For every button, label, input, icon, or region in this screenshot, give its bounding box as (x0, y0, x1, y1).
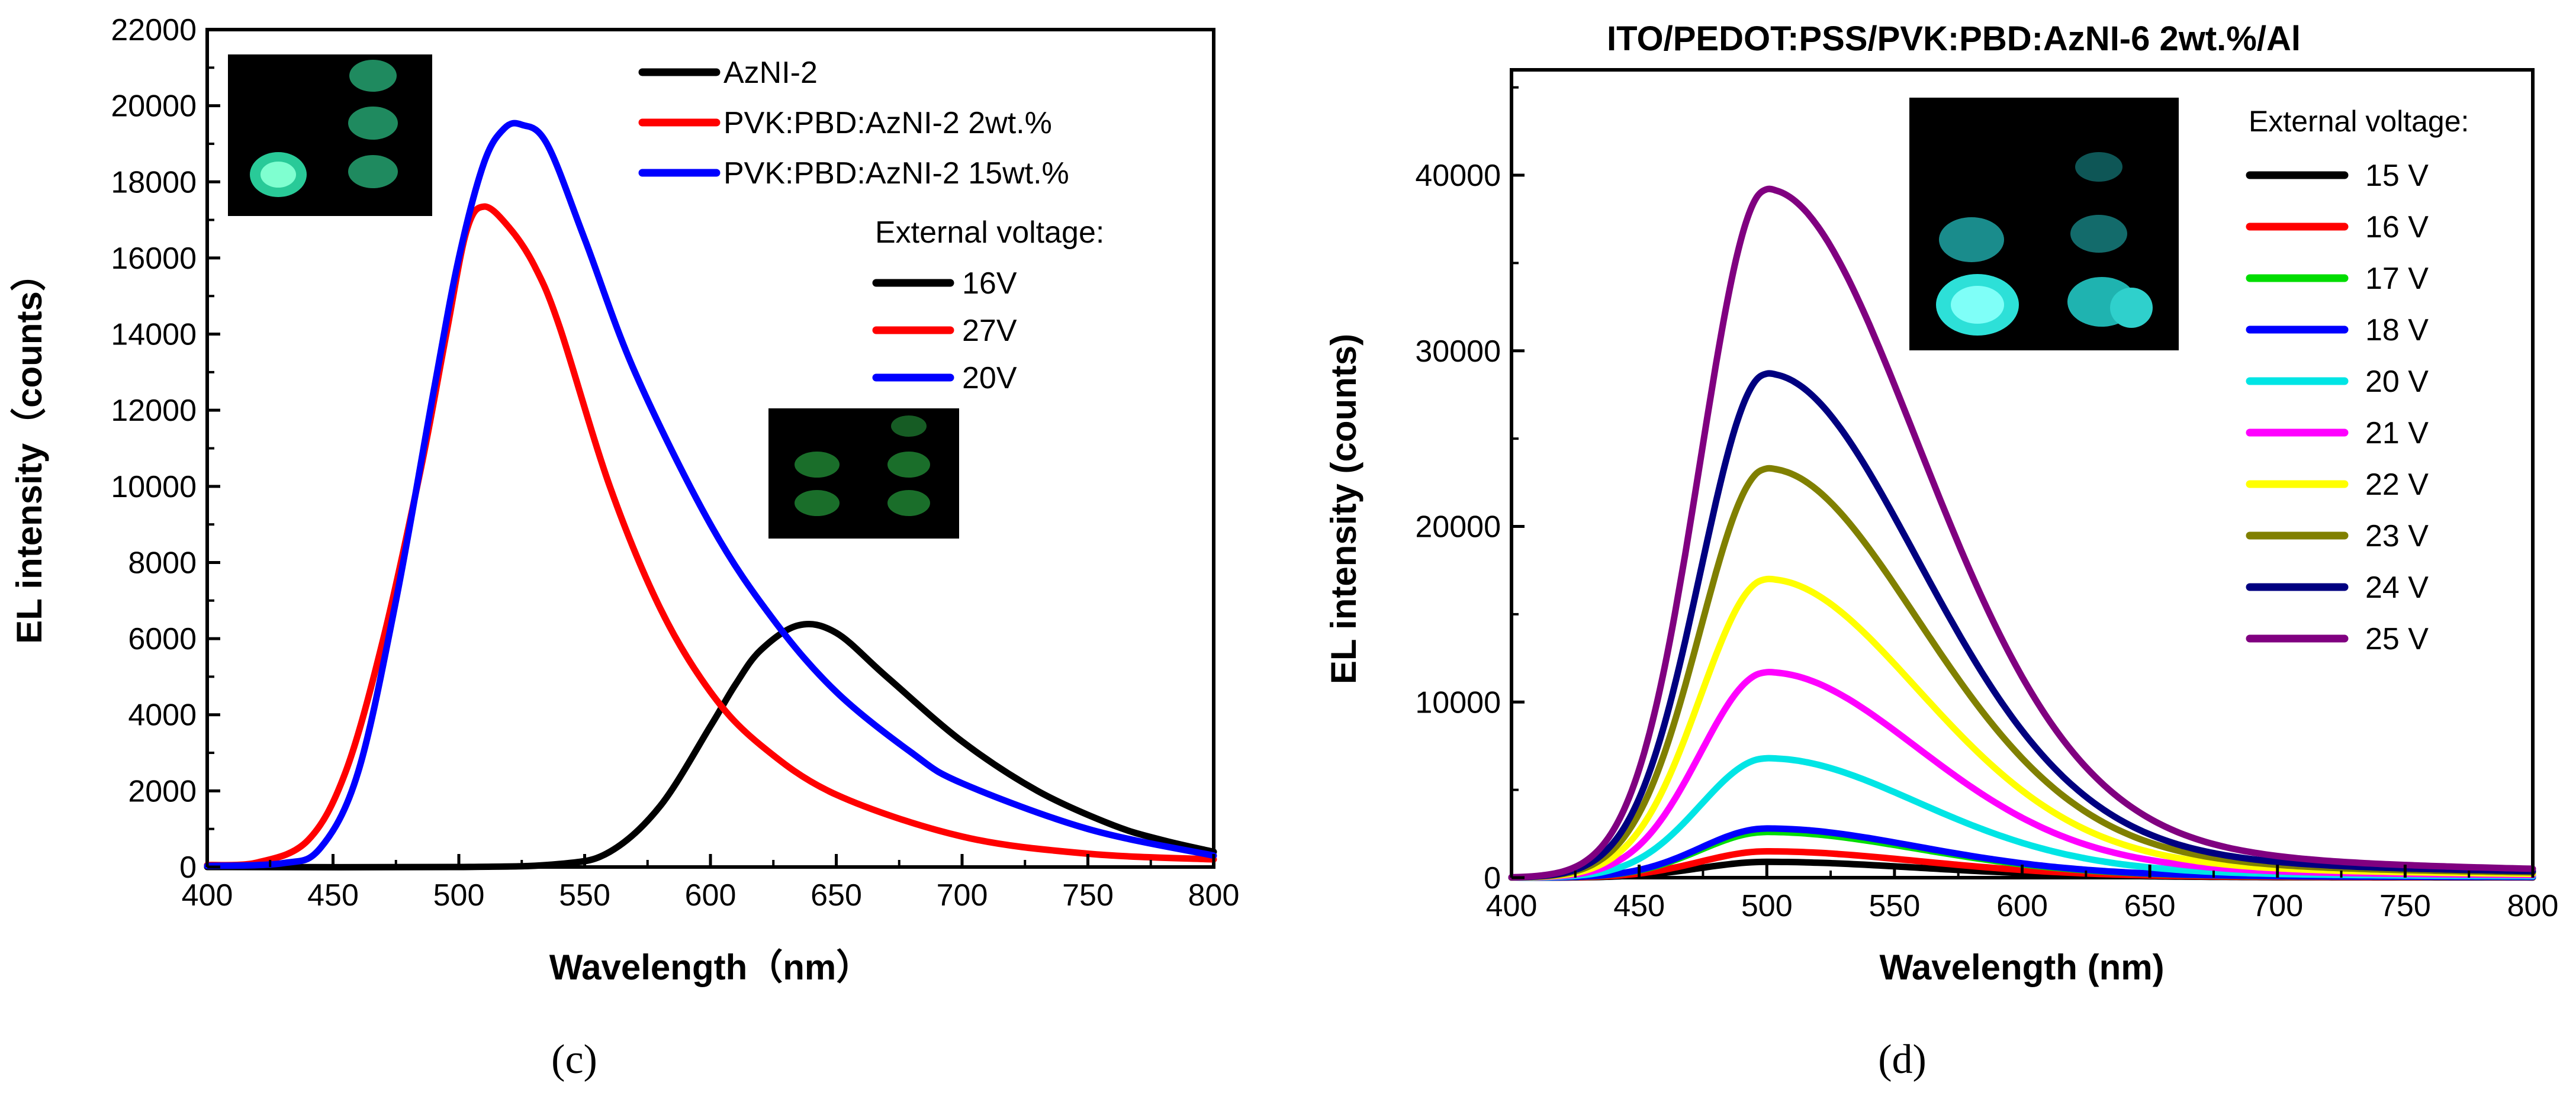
panel-c-x-tick-label: 800 (1188, 878, 1240, 913)
panel-c-y-tick-label: 20000 (111, 89, 197, 124)
panel-c-y-ticks: 0 2000 4000 6000 8000 10000 12000 14000 16000 180… (111, 13, 220, 885)
panel-d-legend-label: 18 V (2365, 313, 2429, 347)
panel-d-x-tick-label: 500 (1741, 889, 1793, 923)
panel-d-y-tick-label: 0 (1484, 861, 1501, 895)
panel-c-chart: 400 450 500 550 600 650 700 750 800 0 2000 4000 600… (9, 13, 1239, 1082)
panel-c-y-tick-label: 14000 (111, 318, 197, 352)
panel-c-inset-photo-middle (768, 408, 959, 539)
panel-c-label: (c) (551, 1037, 597, 1082)
panel-d-x-tick-label: 800 (2507, 889, 2559, 923)
panel-c-x-tick-label: 700 (937, 878, 988, 913)
panel-d-curves (1508, 185, 2536, 881)
panel-c-series-line-2 (204, 203, 1217, 869)
panel-d-label: (d) (1878, 1037, 1927, 1082)
panel-d-legend-label: 22 V (2365, 468, 2429, 502)
panel-c-voltage-label: 16V (962, 266, 1017, 301)
panel-d-inset-photo (1909, 98, 2179, 350)
panel-d-title: ITO/PEDOT:PSS/PVK:PBD:AzNI-6 2wt.%/Al (1607, 20, 2301, 58)
panel-d-x-ticks: 400 450 500 550 600 650 700 750 800 (1486, 865, 2559, 923)
panel-d-x-axis-label: Wavelength (nm) (1879, 947, 2164, 987)
panel-c-x-tick-label: 600 (685, 878, 737, 913)
panel-c-y-tick-label: 22000 (111, 13, 197, 47)
panel-d-legend-label: 15 V (2365, 159, 2429, 193)
panel-c-y-tick-label: 0 (179, 850, 197, 885)
panel-d-x-tick-label: 700 (2252, 889, 2303, 923)
panel-d-legend-label: 20 V (2365, 365, 2429, 399)
panel-d-y-tick-label: 40000 (1415, 159, 1501, 193)
panel-c-y-tick-label: 18000 (111, 165, 197, 199)
panel-c-x-ticks: 400 450 500 550 600 650 700 750 800 (182, 854, 1240, 913)
panel-c-y-tick-label: 4000 (128, 698, 197, 733)
panel-d-x-tick-label: 750 (2379, 889, 2431, 923)
panel-d-y-tick-label: 20000 (1415, 510, 1501, 544)
panel-d-legend-label: 23 V (2365, 519, 2429, 553)
panel-d-x-tick-label: 400 (1486, 889, 1538, 923)
panel-c-series-line-3 (204, 120, 1217, 869)
panel-c-inset-photo-top (228, 54, 432, 216)
panel-c-series-line-1 (204, 621, 1217, 871)
panel-d-x-tick-label: 600 (1996, 889, 2048, 923)
panel-d-legend-label: 24 V (2365, 571, 2429, 605)
panel-d-y-axis-label: EL intensity (counts) (1324, 334, 1363, 684)
panel-c-y-tick-label: 12000 (111, 394, 197, 428)
panel-c-legend-label: AzNI-2 (723, 56, 818, 90)
panel-d-x-tick-label: 450 (1613, 889, 1665, 923)
panel-d-legend-label: 16 V (2365, 210, 2429, 244)
panel-c-legend: AzNI-2 PVK:PBD:AzNI-2 2wt.% PVK:PBD:AzNI-2… (638, 56, 1069, 191)
panel-c-legend-label: PVK:PBD:AzNI-2 15wt.% (723, 156, 1069, 191)
panel-c-x-axis-label: Wavelength（nm） (549, 947, 871, 987)
panel-c-voltage-title: External voltage: (875, 215, 1104, 250)
panel-d-y-tick-label: 30000 (1415, 334, 1501, 369)
panel-c-voltage-legend: 16V 27V 20V (872, 266, 1017, 395)
panel-c-y-tick-label: 8000 (128, 546, 197, 580)
panel-c-x-tick-label: 650 (811, 878, 862, 913)
panel-d-x-tick-label: 650 (2124, 889, 2176, 923)
panel-d-legend-label: 21 V (2365, 416, 2429, 450)
panel-d-legend-title: External voltage: (2249, 105, 2469, 138)
panel-d-legend: 15 V 16 V 17 V 18 V 20 V 21 V 22 V 23 V 24 V 25 V (2246, 159, 2429, 656)
panel-c-y-tick-label: 16000 (111, 241, 197, 276)
panel-d-legend-label: 25 V (2365, 622, 2429, 656)
panel-c-y-tick-label: 10000 (111, 470, 197, 504)
panel-c-y-tick-label: 2000 (128, 774, 197, 808)
panel-c-x-tick-label: 550 (559, 878, 610, 913)
panel-d-series-line-9 (1508, 370, 2536, 881)
panel-c-y-axis-label: EL intensity（counts） (9, 256, 49, 644)
panel-c-voltage-label: 27V (962, 314, 1017, 348)
panel-c-legend-label: PVK:PBD:AzNI-2 2wt.% (723, 106, 1052, 140)
panel-c-voltage-label: 20V (962, 361, 1017, 395)
panel-d-y-tick-label: 10000 (1415, 685, 1501, 720)
panel-c-curves (204, 120, 1217, 871)
panel-d-series-line-10 (1508, 185, 2536, 881)
panel-c-x-tick-label: 750 (1062, 878, 1114, 913)
panel-c-x-tick-label: 400 (182, 878, 233, 913)
panel-d-x-tick-label: 550 (1869, 889, 1920, 923)
panel-c-x-tick-label: 450 (307, 878, 359, 913)
panel-d-y-ticks: 0 10000 20000 30000 40000 (1415, 86, 1525, 895)
panel-d-chart: ITO/PEDOT:PSS/PVK:PBD:AzNI-6 2wt.%/Al 40… (1324, 20, 2558, 1082)
panel-c-y-tick-label: 6000 (128, 622, 197, 656)
panel-c-x-tick-label: 500 (433, 878, 485, 913)
panel-d-legend-label: 17 V (2365, 262, 2429, 296)
